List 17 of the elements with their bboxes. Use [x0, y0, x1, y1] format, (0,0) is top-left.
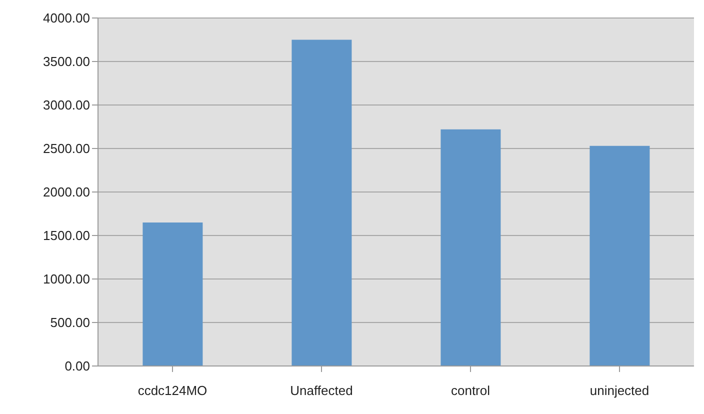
bar	[142, 222, 203, 366]
bar	[440, 129, 501, 366]
y-tick-label: 1000.00	[43, 272, 90, 287]
y-tick-label: 1500.00	[43, 228, 90, 244]
y-tick-label: 4000.00	[43, 10, 90, 26]
y-tick-label: 3000.00	[43, 98, 90, 113]
bar	[590, 146, 650, 366]
x-tick-label: ccdc124MO	[138, 383, 208, 398]
x-tick-label: Unaffected	[290, 383, 353, 398]
y-tick-label: 2500.00	[43, 141, 90, 156]
y-tick-label: 3500.00	[43, 54, 90, 70]
bar	[292, 40, 352, 366]
x-tick-label: uninjected	[590, 383, 650, 398]
y-tick-label: 0.00	[64, 358, 90, 374]
y-tick-label: 2000.00	[43, 184, 90, 200]
y-tick-label: 500.00	[50, 315, 90, 330]
x-tick-label: control	[450, 383, 490, 398]
